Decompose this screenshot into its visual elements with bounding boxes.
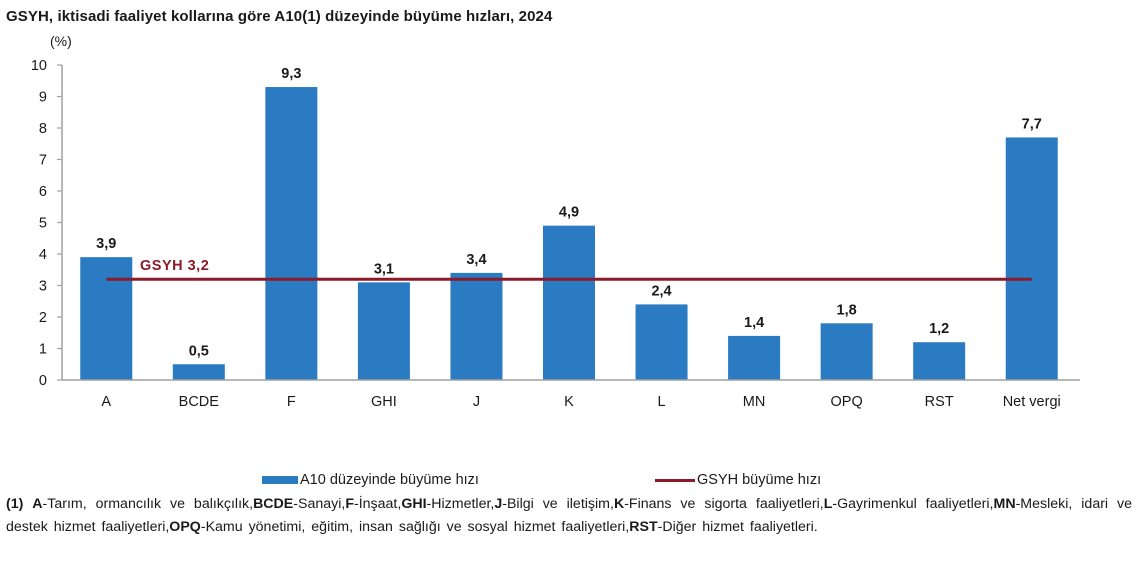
footnote-desc: -Finans ve sigorta faaliyetleri,	[624, 496, 824, 512]
bar-value-label: 9,3	[281, 66, 301, 82]
y-tick-label: 5	[39, 216, 47, 232]
footnote-desc: -Sanayi,	[293, 496, 346, 512]
footnote-desc: -Tarım, ormancılık ve balıkçılık,	[42, 496, 254, 512]
gsyh-annotation: GSYH 3,2	[140, 258, 209, 274]
bar-j	[450, 272, 503, 380]
footnote-code: GHI	[401, 496, 427, 512]
bar-value-label: 2,4	[651, 283, 671, 299]
y-tick-label: 7	[39, 153, 47, 169]
y-tick-label: 1	[39, 342, 47, 358]
x-tick-label: BCDE	[179, 394, 220, 410]
legend-bar-swatch	[262, 476, 298, 484]
x-tick-label: F	[287, 394, 296, 410]
y-axis-unit: (%)	[50, 33, 72, 49]
bar-k	[543, 225, 595, 380]
bar-value-label: 1,8	[837, 302, 857, 318]
footnote-desc: -Diğer hizmet faaliyetleri.	[657, 519, 818, 535]
x-tick-label: Net vergi	[1003, 394, 1061, 410]
bar-ghi	[357, 282, 410, 380]
footnote-code: K	[613, 496, 625, 512]
y-tick-label: 3	[39, 279, 47, 295]
footnote-code: F	[345, 496, 354, 512]
y-axis: 0 1 2 3 4 5 6 7 8 9 10	[31, 58, 63, 389]
x-tick-label: K	[564, 394, 574, 410]
x-tick-label: L	[658, 394, 666, 410]
bar-value-label: 7,7	[1022, 116, 1042, 132]
bar-bcde	[172, 364, 225, 380]
y-tick-label: 9	[39, 90, 47, 106]
bar-mn	[728, 335, 781, 380]
x-tick-label: GHI	[371, 394, 397, 410]
footnote-code: J	[494, 496, 503, 512]
footnote-desc: -İnşaat,	[353, 496, 402, 512]
y-tick-label: 0	[39, 373, 47, 389]
bar-value-label: 4,9	[559, 205, 579, 221]
bar-f	[265, 87, 318, 381]
legend: A10 düzeyinde büyüme hızı GSYH büyüme hı…	[0, 472, 1140, 492]
bar-net-vergi	[1005, 137, 1058, 380]
bar-value-label: 3,9	[96, 236, 116, 252]
bar-value-label: 3,1	[374, 261, 394, 277]
footnote-desc: -Mesleki, idari ve destek hizmet faaliye…	[6, 496, 1133, 535]
footnote-desc: -Kamu yönetimi, eğitim, insan sağlığı ve…	[200, 519, 630, 535]
bar-opq	[820, 323, 873, 380]
legend-item-line: GSYH büyüme hızı	[655, 472, 821, 488]
bar-rst	[913, 342, 966, 380]
legend-line-label: GSYH büyüme hızı	[697, 472, 822, 488]
footnote-desc: -Gayrimenkul faaliyetleri,	[832, 496, 994, 512]
legend-line-swatch	[655, 478, 695, 482]
x-tick-label: OPQ	[831, 394, 863, 410]
bar-value-label: 3,4	[466, 252, 486, 268]
footnote-code: RST	[629, 519, 658, 535]
chart-title: GSYH, iktisadi faaliyet kollarına göre A…	[6, 8, 553, 25]
bar-chart: 0 1 2 3 4 5 6 7 8 9 10 3,9 0,5 9,3 3,1 3,4 4,9 2,4 1,4 1,8…	[31, 58, 1080, 410]
x-tick-label: RST	[925, 394, 954, 410]
y-tick-label: 6	[39, 184, 47, 200]
x-tick-label: J	[473, 394, 480, 410]
footnote-code: A	[32, 496, 43, 512]
legend-bar-label: A10 düzeyinde büyüme hızı	[300, 472, 479, 488]
x-tick-label: A	[101, 394, 111, 410]
y-tick-label: 2	[39, 310, 47, 326]
bar-l	[635, 304, 688, 380]
gsyh-reference-line: GSYH 3,2	[106, 258, 1032, 281]
footnote-desc: -Bilgi ve iletişim,	[502, 496, 614, 512]
y-tick-label: 8	[39, 121, 47, 137]
x-axis: A BCDE F GHI J K L MN OPQ RST Net vergi	[62, 379, 1080, 410]
bar-a	[80, 257, 133, 380]
footnote: (1) A-Tarım, ormancılık ve balıkçılık,BC…	[6, 493, 1132, 539]
y-tick-label: 10	[31, 58, 47, 74]
footnote-code: L	[823, 496, 833, 512]
x-tick-label: MN	[743, 394, 766, 410]
legend-item-bar: A10 düzeyinde büyüme hızı	[262, 472, 479, 488]
footnote-marker: (1)	[6, 496, 24, 512]
footnote-desc: -Hizmetler,	[426, 496, 495, 512]
bar-value-label: 0,5	[189, 343, 209, 359]
bar-value-label: 1,4	[744, 315, 764, 331]
bar-value-label: 1,2	[929, 321, 949, 337]
footnote-code: MN	[993, 496, 1016, 512]
bars: 3,9 0,5 9,3 3,1 3,4 4,9 2,4 1,4 1,8 1,2 7,7	[80, 66, 1058, 381]
y-tick-label: 4	[39, 247, 47, 263]
footnote-code: OPQ	[169, 519, 201, 535]
footnote-code: BCDE	[253, 496, 294, 512]
